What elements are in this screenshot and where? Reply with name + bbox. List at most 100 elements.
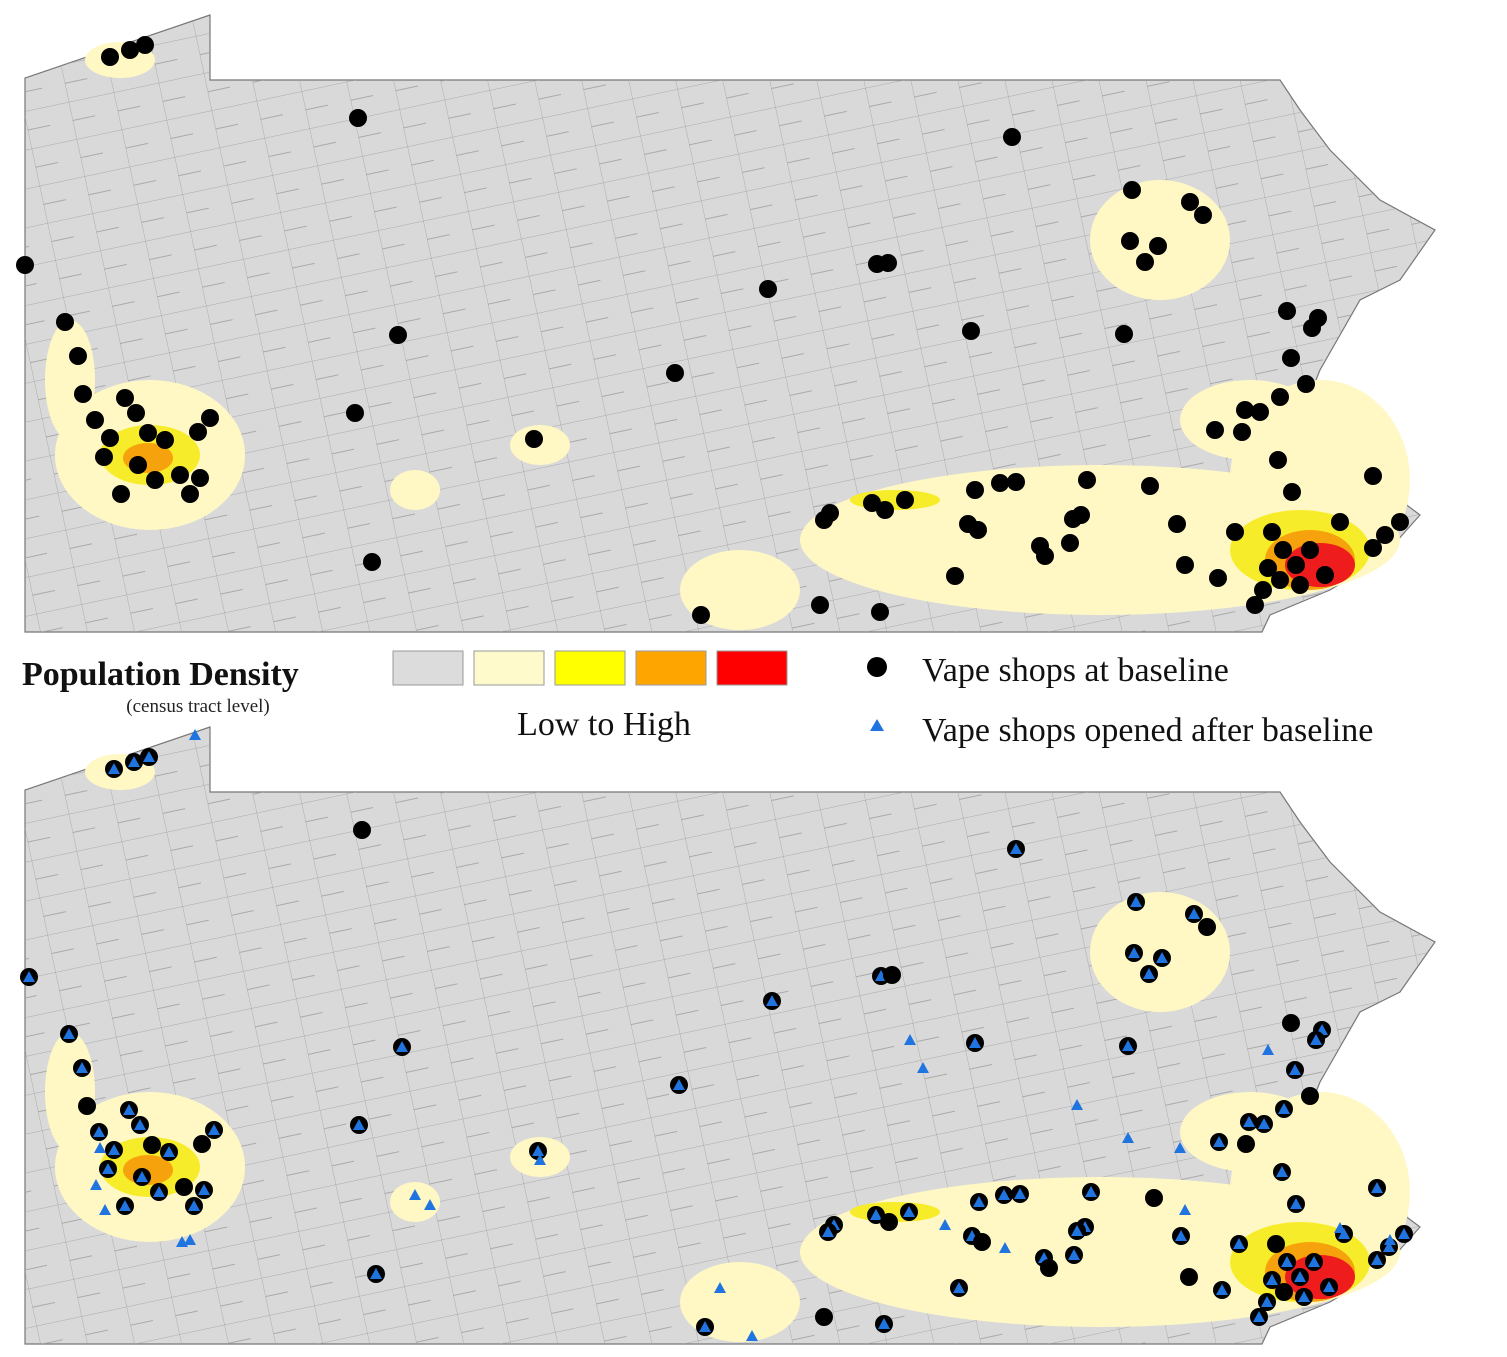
shop-baseline xyxy=(1263,523,1281,541)
shop-opened-after xyxy=(136,1171,148,1182)
shop-baseline xyxy=(1283,483,1301,501)
shop-opened-after xyxy=(424,1199,436,1210)
shop-opened-after xyxy=(532,1145,544,1156)
shop-baseline xyxy=(78,1097,96,1115)
shop-baseline xyxy=(815,511,833,529)
shop-baseline xyxy=(1176,556,1194,574)
shop-opened-after xyxy=(746,1330,758,1341)
shop-baseline xyxy=(991,474,1009,492)
shop-opened-after xyxy=(1156,952,1168,963)
shop-opened-after xyxy=(370,1268,382,1279)
shop-opened-after xyxy=(822,1226,834,1237)
shop-baseline xyxy=(112,485,130,503)
shop-baseline xyxy=(1301,541,1319,559)
shop-baseline xyxy=(1376,526,1394,544)
shop-baseline xyxy=(139,424,157,442)
shop-baseline xyxy=(1003,128,1021,146)
shop-baseline xyxy=(171,466,189,484)
shop-baseline xyxy=(1145,1189,1163,1207)
shop-opened-after xyxy=(917,1062,929,1073)
shop-opened-after xyxy=(1243,1116,1255,1127)
shop-baseline xyxy=(973,1233,991,1251)
shop-opened-after xyxy=(93,1126,105,1137)
shop-baseline xyxy=(121,41,139,59)
shop-opened-after xyxy=(134,1119,146,1130)
shop-baseline xyxy=(127,404,145,422)
shop-opened-after xyxy=(1174,1142,1186,1153)
shop-opened-after xyxy=(189,729,201,740)
shop-opened-after xyxy=(1308,1256,1320,1267)
shop-baseline xyxy=(962,322,980,340)
shop-baseline xyxy=(759,280,777,298)
shop-opened-after xyxy=(999,1242,1011,1253)
shop-baseline xyxy=(363,553,381,571)
shop-baseline xyxy=(193,1135,211,1153)
legend-label: Vape shops at baseline xyxy=(922,652,1229,689)
shop-opened-after xyxy=(1262,1044,1274,1055)
shop-baseline xyxy=(1036,547,1054,565)
shop-opened-after xyxy=(23,971,35,982)
shop-baseline xyxy=(1226,523,1244,541)
shop-baseline xyxy=(16,256,34,274)
shop-baseline xyxy=(1303,319,1321,337)
shop-baseline xyxy=(191,469,209,487)
shop-baseline xyxy=(1206,421,1224,439)
shop-baseline xyxy=(871,603,889,621)
shop-baseline xyxy=(1291,576,1309,594)
shop-baseline xyxy=(353,821,371,839)
shop-baseline xyxy=(86,411,104,429)
shop-baseline xyxy=(101,429,119,447)
shop-opened-after xyxy=(904,1034,916,1045)
shop-baseline xyxy=(1316,566,1334,584)
shop-opened-after xyxy=(1261,1296,1273,1307)
shop-baseline xyxy=(946,567,964,585)
shop-opened-after xyxy=(1384,1234,1396,1245)
shop-opened-after xyxy=(198,1184,210,1195)
shop-opened-after xyxy=(1258,1118,1270,1129)
shop-baseline xyxy=(1282,1014,1300,1032)
shop-opened-after xyxy=(766,995,778,1006)
shop-baseline xyxy=(1364,467,1382,485)
shop-baseline xyxy=(1040,1259,1058,1277)
shop-opened-after xyxy=(76,1062,88,1073)
shop-baseline xyxy=(666,364,684,382)
shop-opened-after xyxy=(1179,1204,1191,1215)
shop-opened-after xyxy=(534,1154,546,1165)
shop-opened-after xyxy=(143,751,155,762)
shop-baseline xyxy=(1274,541,1292,559)
shop-baseline xyxy=(346,404,364,422)
shop-baseline xyxy=(969,521,987,539)
shop-opened-after xyxy=(1253,1311,1265,1322)
shop-baseline xyxy=(1259,559,1277,577)
shop-opened-after xyxy=(1216,1284,1228,1295)
shop-baseline xyxy=(1301,1087,1319,1105)
shop-baseline xyxy=(1078,471,1096,489)
shop-baseline xyxy=(876,501,894,519)
shop-opened-after xyxy=(123,1104,135,1115)
shop-baseline xyxy=(1236,401,1254,419)
shop-opened-after xyxy=(699,1321,711,1332)
shop-opened-after xyxy=(188,1200,200,1211)
shop-baseline xyxy=(880,1213,898,1231)
shop-opened-after xyxy=(870,1209,882,1220)
shop-baseline xyxy=(1331,513,1349,531)
shop-opened-after xyxy=(409,1189,421,1200)
shop-baseline xyxy=(389,326,407,344)
scale-label: Low to High xyxy=(517,706,691,743)
shop-opened-after xyxy=(1334,1222,1346,1233)
shop-baseline xyxy=(1180,1268,1198,1286)
shop-opened-after xyxy=(1175,1230,1187,1241)
shop-baseline xyxy=(1181,193,1199,211)
shop-baseline xyxy=(1287,556,1305,574)
shop-opened-after xyxy=(1010,843,1022,854)
shop-opened-after xyxy=(1071,1225,1083,1236)
shop-baseline xyxy=(69,347,87,365)
shop-opened-after xyxy=(1371,1182,1383,1193)
shop-opened-after xyxy=(184,1234,196,1245)
shop-baseline xyxy=(101,48,119,66)
shop-opened-after xyxy=(1298,1291,1310,1302)
shop-opened-after xyxy=(1068,1249,1080,1260)
shop-baseline xyxy=(1391,513,1409,531)
shop-opened-after xyxy=(108,763,120,774)
shop-opened-after xyxy=(673,1079,685,1090)
